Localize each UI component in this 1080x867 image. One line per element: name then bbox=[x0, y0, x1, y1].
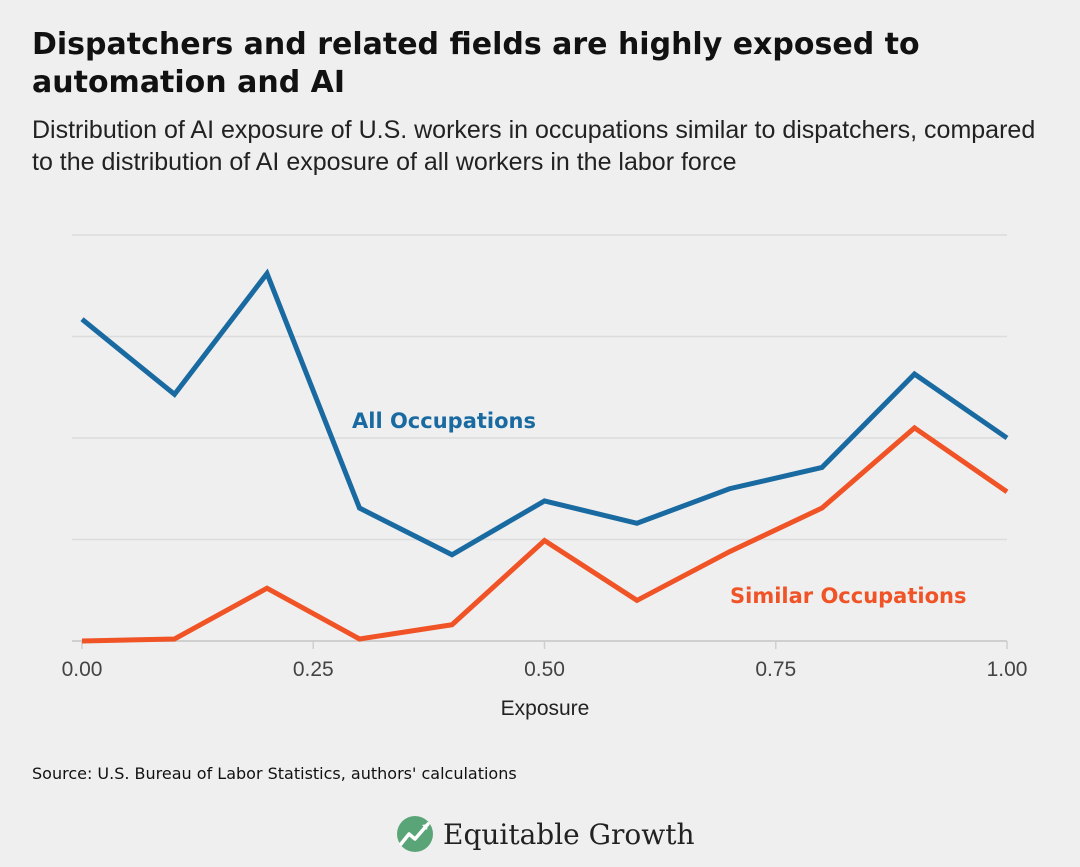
series-line-similar-occupations bbox=[81, 424, 1009, 644]
source-note: Source: U.S. Bureau of Labor Statistics,… bbox=[32, 764, 517, 783]
x-tick-label: 1.00 bbox=[987, 658, 1028, 681]
x-axis-title: Exposure bbox=[501, 697, 590, 720]
line-chart: 0.00 0.25 0.50 0.75 1.00 Exposure All Occupa… bbox=[62, 234, 1028, 720]
x-tick-label: 0.50 bbox=[524, 658, 565, 681]
chart-title: Dispatchers and related fields are highl… bbox=[32, 27, 920, 100]
x-tick-labels: 0.00 0.25 0.50 0.75 1.00 bbox=[62, 641, 1028, 681]
leaf-chart-icon bbox=[397, 816, 433, 852]
x-tick-label: 0.75 bbox=[755, 658, 796, 681]
series-label-all-occupations: All Occupations bbox=[352, 409, 536, 433]
x-tick-label: 0.25 bbox=[293, 658, 334, 681]
brand-name: Equitable Growth bbox=[443, 817, 695, 851]
gridlines bbox=[72, 234, 1007, 642]
series-label-similar-occupations: Similar Occupations bbox=[730, 584, 966, 608]
series-line-all-occupations bbox=[80, 268, 1009, 558]
brand-logo: Equitable Growth bbox=[395, 812, 695, 856]
series-lines bbox=[80, 268, 1009, 644]
chart-subtitle: Distribution of AI exposure of U.S. work… bbox=[32, 116, 1036, 176]
x-tick-label: 0.00 bbox=[62, 658, 103, 681]
